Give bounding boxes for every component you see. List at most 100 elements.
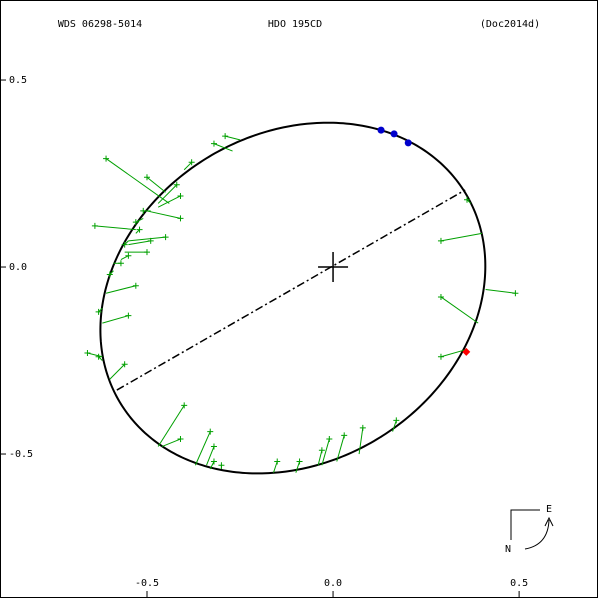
residual: [146, 176, 166, 193]
observation: [136, 226, 143, 233]
observation: [106, 271, 113, 278]
residual: [206, 446, 215, 466]
observation: [341, 432, 348, 439]
observation: [143, 249, 150, 256]
observation: [210, 140, 217, 147]
observation: [177, 436, 184, 443]
observation: [140, 207, 147, 214]
compass-east: E: [546, 504, 552, 515]
observation: [181, 402, 188, 409]
residual: [105, 158, 170, 204]
residual: [392, 420, 397, 432]
observation: [207, 428, 214, 435]
observation: [177, 192, 184, 199]
observation: [188, 159, 195, 166]
residual: [98, 356, 103, 361]
observation: [84, 350, 91, 357]
observation: [147, 237, 154, 244]
observation: [210, 443, 217, 450]
residual: [157, 184, 178, 204]
orbit-ellipse: [99, 121, 487, 475]
x-tick-label: 0.0: [324, 578, 342, 589]
observation: [318, 447, 325, 454]
compass-arrowhead: [544, 516, 554, 527]
observation: [437, 237, 444, 244]
observation: [359, 424, 366, 431]
observation: [121, 361, 128, 368]
residual: [128, 236, 166, 242]
recent-point: [404, 139, 412, 147]
y-tick-label: -0.5: [9, 449, 33, 460]
residual: [358, 427, 364, 455]
observation: [326, 436, 333, 443]
observation: [274, 458, 281, 465]
residual: [105, 285, 136, 294]
residual: [98, 307, 103, 313]
observation: [464, 196, 471, 203]
observation: [103, 155, 110, 162]
residual: [109, 363, 126, 380]
line-of-nodes: [116, 189, 466, 391]
chart-title: WDS 06298-5014: [58, 19, 142, 30]
observation: [296, 458, 303, 465]
residual: [157, 405, 185, 447]
residual: [466, 199, 472, 204]
y-tick-label: 0.0: [9, 262, 27, 273]
residual: [135, 229, 140, 234]
observation: [132, 219, 139, 226]
residual: [321, 438, 330, 466]
recent-point: [390, 130, 398, 138]
y-tick-label: 0.5: [9, 75, 27, 86]
observation: [393, 417, 400, 424]
observation: [222, 133, 229, 140]
observation: [125, 252, 132, 259]
latest-point: [462, 347, 471, 356]
residual: [161, 438, 181, 448]
residual: [183, 161, 192, 171]
observation: [512, 290, 519, 297]
observation: [143, 174, 150, 181]
reference: (Doc2014d): [480, 19, 540, 30]
residual: [440, 296, 479, 324]
residual: [124, 240, 129, 245]
residual: [194, 431, 211, 466]
observation: [218, 462, 225, 469]
residual: [128, 240, 151, 246]
observation: [95, 308, 102, 315]
observation: [437, 353, 444, 360]
residual: [440, 232, 482, 242]
x-tick-label: -0.5: [135, 578, 159, 589]
chart-subtitle: HDO 195CD: [268, 19, 322, 30]
residual: [102, 315, 129, 324]
residual: [485, 288, 516, 294]
observation: [437, 293, 444, 300]
observation: [132, 282, 139, 289]
primary-star: [318, 252, 349, 283]
compass-axes: [510, 509, 540, 540]
compass: E N: [505, 504, 554, 555]
observation: [125, 312, 132, 319]
observation: [177, 215, 184, 222]
residual: [273, 461, 278, 473]
x-tick-label: 0.5: [510, 578, 528, 589]
compass-north: N: [505, 544, 511, 555]
residual: [295, 461, 301, 473]
residual: [336, 435, 345, 462]
observation: [117, 260, 124, 267]
residual: [135, 217, 144, 223]
residual: [94, 225, 136, 231]
residual: [317, 450, 323, 466]
residual: [146, 210, 181, 219]
residual: [109, 270, 114, 275]
residual: [157, 195, 181, 208]
residual: [209, 461, 215, 470]
observation: [95, 353, 102, 360]
compass-arrow: [524, 519, 550, 550]
residual: [440, 348, 468, 358]
residual: [120, 255, 129, 260]
observation: [210, 458, 217, 465]
observation: [162, 234, 169, 241]
observation: [173, 181, 180, 188]
observation: [91, 222, 98, 229]
